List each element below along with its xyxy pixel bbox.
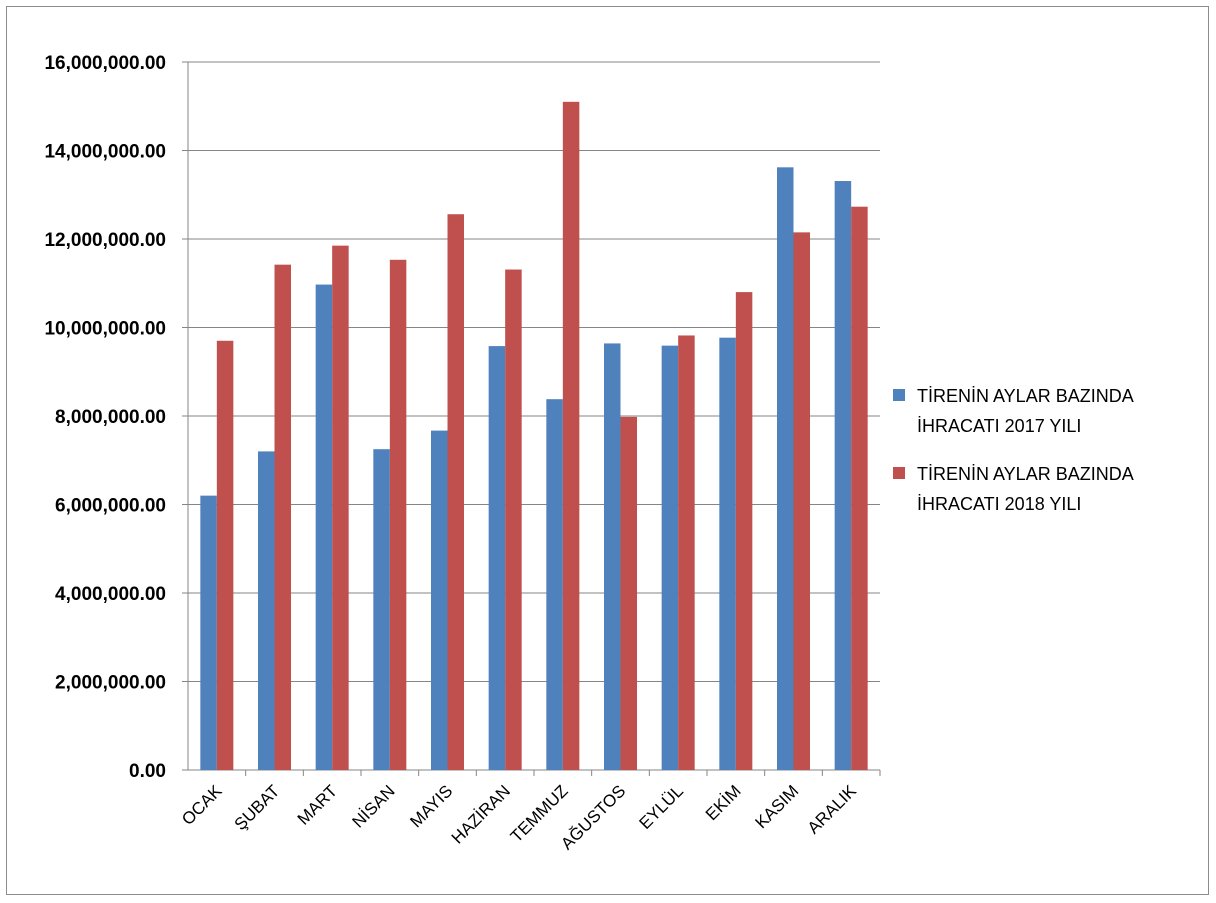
y-tick-label: 0.00	[129, 761, 166, 782]
x-tick-label: MART	[294, 781, 341, 828]
bar-2017-eylül	[661, 345, 679, 770]
x-tick-label: MAYIS	[406, 781, 456, 831]
legend-label: İHRACATI 2018 YILI	[917, 494, 1081, 514]
bar-2018-eylül	[678, 335, 695, 770]
x-tick-label: KASIM	[751, 781, 802, 832]
bar-2018-aralik	[851, 206, 868, 770]
legend-swatch	[893, 389, 905, 401]
bar-2017-mart	[315, 284, 333, 770]
bar-2017-aralik	[834, 181, 852, 771]
y-tick-label: 16,000,000.00	[44, 53, 166, 74]
y-tick-label: 6,000,000.00	[55, 496, 166, 517]
bar-2018-ağustos	[620, 416, 637, 770]
x-tick-label: EYLÜL	[635, 781, 687, 833]
legend-label: TİRENİN AYLAR BAZINDA	[917, 386, 1134, 406]
bar-2018-ni̇san	[389, 259, 407, 770]
bar-2017-ağustos	[604, 343, 621, 770]
bar-2018-temmuz	[562, 101, 580, 770]
legend-swatch	[893, 467, 905, 479]
bar-2018-kasim	[793, 232, 810, 771]
y-tick-label: 4,000,000.00	[55, 584, 166, 605]
bar-2017-temmuz	[546, 399, 563, 770]
bar-2017-ni̇san	[373, 449, 390, 770]
x-tick-label: ARALIK	[804, 781, 861, 838]
x-tick-label: OCAK	[178, 781, 226, 829]
y-tick-label: 14,000,000.00	[44, 142, 166, 163]
x-tick-label: ŞUBAT	[231, 781, 284, 834]
bar-2017-ocak	[200, 495, 217, 770]
x-tick-label: NİSAN	[348, 781, 398, 831]
bar-2018-hazi̇ran	[505, 269, 522, 770]
x-tick-label: HAZİRAN	[448, 781, 514, 847]
bar-2018-eki̇m	[735, 292, 753, 770]
bar-2018-mart	[332, 245, 349, 770]
legend-label: TİRENİN AYLAR BAZINDA	[917, 464, 1134, 484]
bar-2018-mayis	[447, 214, 464, 771]
y-tick-label: 8,000,000.00	[55, 407, 166, 428]
bar-2017-şubat	[258, 451, 275, 770]
y-tick-label: 2,000,000.00	[55, 673, 166, 694]
y-tick-label: 10,000,000.00	[44, 319, 166, 340]
bar-2017-hazi̇ran	[488, 346, 506, 770]
legend-label: İHRACATI 2017 YILI	[917, 416, 1081, 436]
x-tick-label: EKİM	[702, 781, 745, 824]
bar-2017-mayis	[431, 430, 448, 770]
y-tick-label: 12,000,000.00	[44, 230, 166, 251]
bar-2018-ocak	[216, 340, 234, 770]
bar-2017-kasim	[777, 167, 794, 770]
bar-2017-eki̇m	[719, 337, 736, 770]
bar-2018-şubat	[274, 264, 291, 770]
